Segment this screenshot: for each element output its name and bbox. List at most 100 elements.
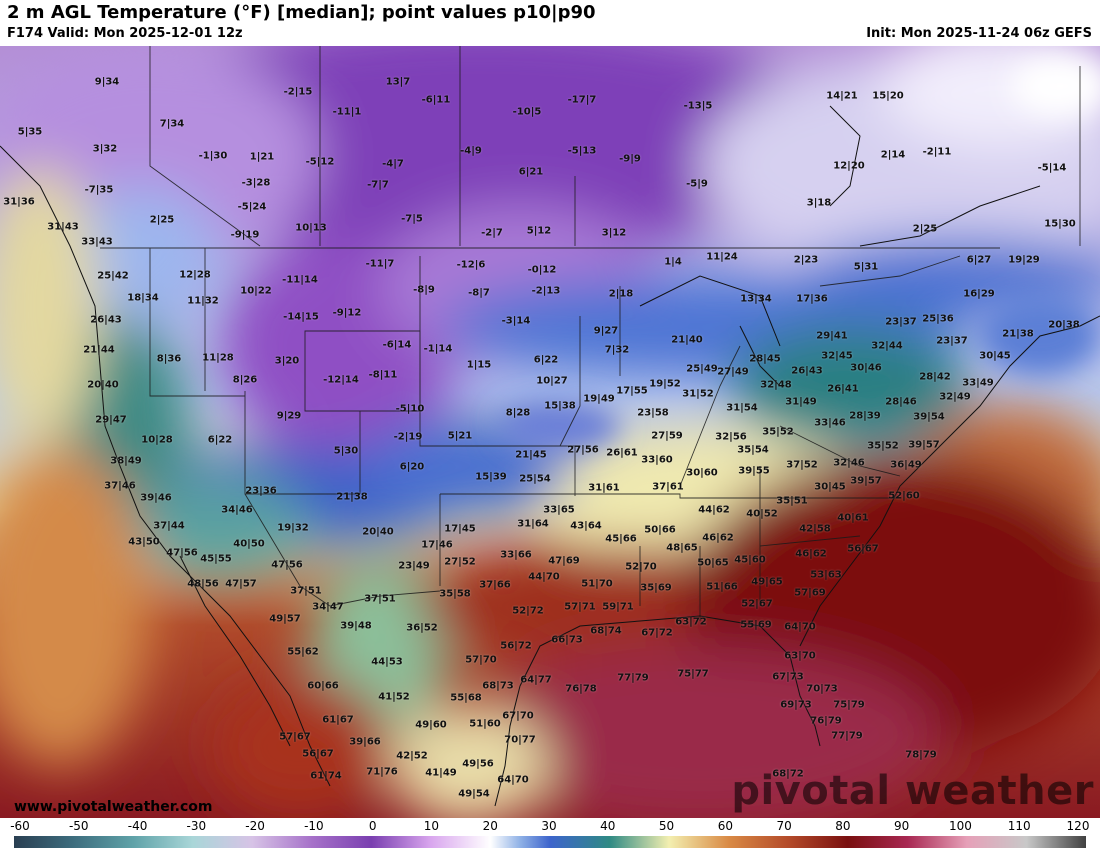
point-value-label: 8|28 (505, 407, 531, 419)
point-value-label: 10|22 (240, 285, 272, 297)
point-value-label: 45|55 (200, 553, 232, 565)
point-value-label: -13|5 (683, 100, 713, 112)
point-value-labels: 9|34 -2|15 13|7 -6|11 -17|7 -13|5 14|21 15|20 5|… (0, 46, 1100, 818)
point-value-label: 37|51 (290, 585, 322, 597)
point-value-label: 47|69 (548, 555, 580, 567)
point-value-label: 61|74 (310, 770, 342, 782)
point-value-label: 35|54 (737, 444, 769, 456)
point-value-label: 23|49 (398, 560, 430, 572)
point-value-label: -7|7 (367, 179, 389, 191)
point-value-label: 20|40 (87, 379, 119, 391)
point-value-label: 50|65 (697, 557, 729, 569)
point-value-label: -8|9 (413, 284, 435, 296)
point-value-label: 42|58 (799, 523, 831, 535)
point-value-label: 31|52 (682, 388, 714, 400)
point-value-label: 49|60 (415, 719, 447, 731)
point-value-label: 15|30 (1044, 218, 1076, 230)
point-value-label: 46|62 (702, 532, 734, 544)
point-value-label: 68|72 (772, 768, 804, 780)
point-value-label: 40|52 (746, 508, 778, 520)
point-value-label: 68|74 (590, 625, 622, 637)
point-value-label: 37|51 (364, 593, 396, 605)
point-value-label: 39|54 (913, 411, 945, 423)
point-value-label: -17|7 (567, 94, 597, 106)
point-value-label: 3|20 (274, 355, 300, 367)
point-value-label: 33|43 (81, 236, 113, 248)
point-value-label: 23|36 (245, 485, 277, 497)
point-value-label: 45|60 (734, 554, 766, 566)
point-value-label: 26|43 (791, 365, 823, 377)
point-value-label: 33|66 (500, 549, 532, 561)
point-value-label: 52|70 (625, 561, 657, 573)
point-value-label: 77|79 (831, 730, 863, 742)
point-value-label: 23|37 (936, 335, 968, 347)
point-value-label: 39|66 (349, 736, 381, 748)
point-value-label: 17|55 (616, 385, 648, 397)
point-value-label: -5|13 (567, 145, 597, 157)
color-scale-tick: 60 (717, 819, 733, 833)
color-scale-tick: 40 (600, 819, 616, 833)
point-value-label: 11|24 (706, 251, 738, 263)
color-scale-tick: 20 (482, 819, 498, 833)
point-value-label: 37|66 (479, 579, 511, 591)
point-value-label: 56|67 (302, 748, 334, 760)
point-value-label: 26|61 (606, 447, 638, 459)
point-value-label: 63|70 (784, 650, 816, 662)
color-scale-tick: 30 (541, 819, 557, 833)
point-value-label: 55|68 (450, 692, 482, 704)
point-value-label: 25|54 (519, 473, 551, 485)
point-value-label: 42|52 (396, 750, 428, 762)
point-value-label: -11|14 (282, 274, 318, 286)
point-value-label: 59|71 (602, 601, 634, 613)
website-watermark: www.pivotalweather.com (14, 799, 213, 815)
point-value-label: -12|6 (456, 259, 486, 271)
point-value-label: 48|65 (666, 542, 698, 554)
point-value-label: 31|36 (3, 196, 35, 208)
point-value-label: 6|20 (399, 461, 425, 473)
color-scale-tick: 100 (948, 819, 972, 833)
point-value-label: 39|57 (850, 475, 882, 487)
point-value-label: 67|72 (641, 627, 673, 639)
point-value-label: 44|70 (528, 571, 560, 583)
point-value-label: -7|5 (401, 213, 423, 225)
point-value-label: -5|9 (686, 178, 708, 190)
point-value-label: 52|67 (741, 598, 773, 610)
pivotal-weather-logo: pivotal weather (731, 768, 1094, 814)
point-value-label: 57|67 (279, 731, 311, 743)
point-value-label: 21|45 (515, 449, 547, 461)
point-value-label: 15|39 (475, 471, 507, 483)
point-value-label: 17|36 (796, 293, 828, 305)
point-value-label: 63|72 (675, 616, 707, 628)
point-value-label: 43|64 (570, 520, 602, 532)
color-scale-strip (14, 836, 1086, 848)
point-value-label: 44|62 (698, 504, 730, 516)
point-value-label: 5|31 (853, 261, 879, 273)
point-value-label: 10|28 (141, 434, 173, 446)
point-value-label: 19|52 (649, 378, 681, 390)
point-value-label: 19|49 (583, 393, 615, 405)
point-value-label: 10|13 (295, 222, 327, 234)
point-value-label: 32|56 (715, 431, 747, 443)
point-value-label: -14|15 (283, 311, 319, 323)
point-value-label: 27|56 (567, 444, 599, 456)
point-value-label: 6|21 (518, 166, 544, 178)
point-value-label: -0|12 (527, 264, 557, 276)
point-value-label: 33|49 (962, 377, 994, 389)
point-value-label: 48|56 (187, 578, 219, 590)
point-value-label: 61|67 (322, 714, 354, 726)
point-value-label: 1|15 (466, 359, 492, 371)
point-value-label: -6|11 (421, 94, 451, 106)
color-scale-tick: 0 (368, 819, 377, 833)
point-value-label: 77|79 (617, 672, 649, 684)
temperature-map[interactable]: 9|34 -2|15 13|7 -6|11 -17|7 -13|5 14|21 15|20 5|… (0, 46, 1100, 818)
point-value-label: 5|35 (17, 126, 43, 138)
point-value-label: 3|32 (92, 143, 118, 155)
point-value-label: 21|44 (83, 344, 115, 356)
point-value-label: -10|5 (512, 106, 542, 118)
point-value-label: 28|46 (885, 396, 917, 408)
color-scale-tick: 80 (835, 819, 851, 833)
point-value-label: 41|52 (378, 691, 410, 703)
point-value-label: 57|71 (564, 601, 596, 613)
point-value-label: -8|11 (368, 369, 398, 381)
point-value-label: -5|24 (237, 201, 267, 213)
